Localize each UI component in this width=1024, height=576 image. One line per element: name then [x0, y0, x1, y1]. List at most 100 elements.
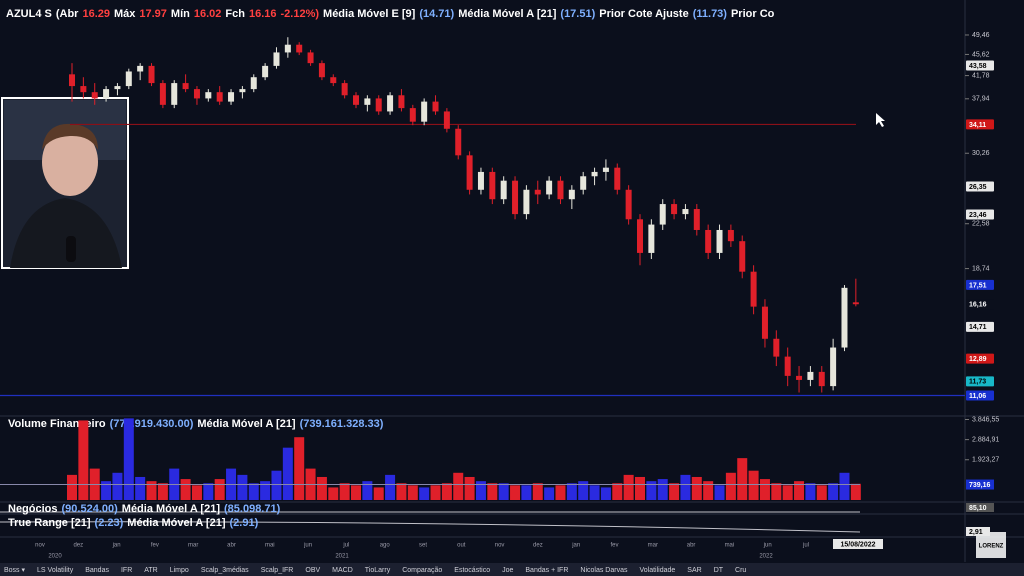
month-label: jul: [802, 543, 809, 549]
tab[interactable]: LS Volatility: [37, 567, 74, 574]
price-tag: [966, 299, 994, 310]
tab-bar: [0, 563, 1024, 576]
volume-title-item: (773.919.430.00): [110, 418, 194, 430]
tab[interactable]: Scalp_3médias: [201, 567, 249, 574]
header-item: (Abr: [56, 8, 79, 20]
tab[interactable]: Estocástico: [454, 567, 490, 574]
tab[interactable]: MACD: [332, 567, 353, 574]
volume-bar: [737, 458, 748, 500]
tab[interactable]: Boss ▾: [4, 567, 26, 574]
negocios-title: Negócios (90.524.00) Média Móvel A [21] (85…: [8, 503, 281, 515]
true-range-title-item: (2.23): [95, 517, 124, 529]
price-tag: [966, 181, 994, 192]
volume-bar: [464, 476, 475, 500]
candle-body: [193, 89, 200, 99]
tab[interactable]: Bandas + IFR: [525, 567, 568, 574]
price-tag-label: 11,73: [969, 379, 986, 386]
volume-bar: [260, 481, 271, 500]
price-tag: [966, 390, 994, 401]
volume-bar: [680, 474, 691, 500]
tab[interactable]: Volatilidade: [639, 567, 675, 574]
volume-bar: [566, 483, 577, 500]
volume-bar: [271, 470, 282, 500]
tab[interactable]: OBV: [305, 567, 320, 574]
candle-body: [784, 356, 791, 376]
tab[interactable]: IFR: [121, 567, 132, 574]
y-tick-label: 22,58: [972, 221, 990, 228]
header-item: AZUL4 S: [6, 8, 52, 20]
true-range-title-item: True Range [21]: [8, 517, 91, 529]
tab[interactable]: Comparação: [402, 567, 442, 574]
candle-body: [500, 180, 507, 200]
candle-body: [398, 95, 405, 109]
volume-bar: [555, 485, 566, 500]
true-range-title-item: Média Móvel A [21]: [127, 517, 226, 529]
volume-bar: [532, 483, 543, 500]
tab[interactable]: Joe: [502, 567, 513, 574]
volume-bar: [203, 483, 214, 500]
negocios-title-item: (85.098.71): [224, 503, 281, 515]
candle-body: [114, 86, 121, 90]
header-item: Média Móvel A [21]: [458, 8, 557, 20]
volume-bar: [396, 483, 407, 500]
logo: LORENZ: [979, 544, 1004, 550]
candle-body: [171, 83, 178, 105]
candle-body: [580, 176, 587, 190]
tab[interactable]: Nicolas Darvas: [580, 567, 628, 574]
candle-body: [659, 204, 666, 225]
y-tick-label: 18,74: [972, 265, 990, 272]
candle-body: [353, 95, 359, 105]
date-tag-bg: [833, 539, 883, 549]
candle-body: [125, 71, 132, 87]
tab[interactable]: ATR: [144, 567, 157, 574]
volume-bar: [385, 474, 396, 500]
price-tag: [966, 353, 994, 364]
candle-body: [364, 98, 371, 105]
header-item: 16.29: [82, 8, 110, 20]
volume-bar: [498, 483, 509, 500]
volume-bar: [248, 483, 259, 500]
volume-bar: [782, 485, 793, 500]
candle-body: [148, 65, 155, 84]
negocios-tag-bg: [966, 503, 994, 512]
month-label: out: [457, 543, 466, 549]
tab[interactable]: Bandas: [85, 567, 109, 574]
tab[interactable]: Cru: [735, 567, 746, 574]
header-item: (17.51): [560, 8, 595, 20]
tab[interactable]: Limpo: [170, 567, 189, 574]
header-item: Fch: [225, 8, 245, 20]
month-label: mar: [648, 543, 658, 549]
tab[interactable]: DT: [714, 567, 724, 574]
month-label: abr: [687, 543, 696, 549]
month-label: dez: [73, 543, 83, 549]
volume-bar: [441, 483, 452, 500]
volume-bar: [771, 483, 782, 500]
volume-bar: [794, 481, 805, 500]
candle-body: [512, 180, 519, 215]
candle-body: [568, 189, 575, 200]
tab[interactable]: SAR: [687, 567, 701, 574]
volume-bar: [850, 483, 861, 500]
tab[interactable]: TioLarry: [365, 567, 391, 574]
volume-bar: [101, 481, 112, 500]
header-item: Prior Cote Ajuste: [599, 8, 688, 20]
candle-body: [296, 44, 303, 53]
volume-bar: [180, 479, 191, 500]
true-range-title-item: (2.91): [230, 517, 259, 529]
candle-body: [182, 83, 189, 90]
year-label: 2020: [48, 554, 62, 560]
negocios-title-item: Média Móvel A [21]: [122, 503, 221, 515]
volume-bar: [123, 418, 134, 500]
true-range-title: True Range [21] (2.23) Média Móvel A [21] (…: [8, 517, 259, 529]
candle-body: [91, 92, 98, 99]
volume-bar: [78, 420, 89, 500]
candle-body: [602, 167, 609, 172]
tab[interactable]: Scalp_IFR: [261, 567, 294, 574]
candle-body: [307, 52, 314, 64]
header: AZUL4 S (Abr 16.29 Máx 17.97 Mín 16.02 Fch 16.16…: [6, 8, 775, 20]
month-label: mai: [265, 543, 275, 549]
month-label: jun: [303, 543, 312, 549]
volume-bar: [544, 487, 555, 500]
